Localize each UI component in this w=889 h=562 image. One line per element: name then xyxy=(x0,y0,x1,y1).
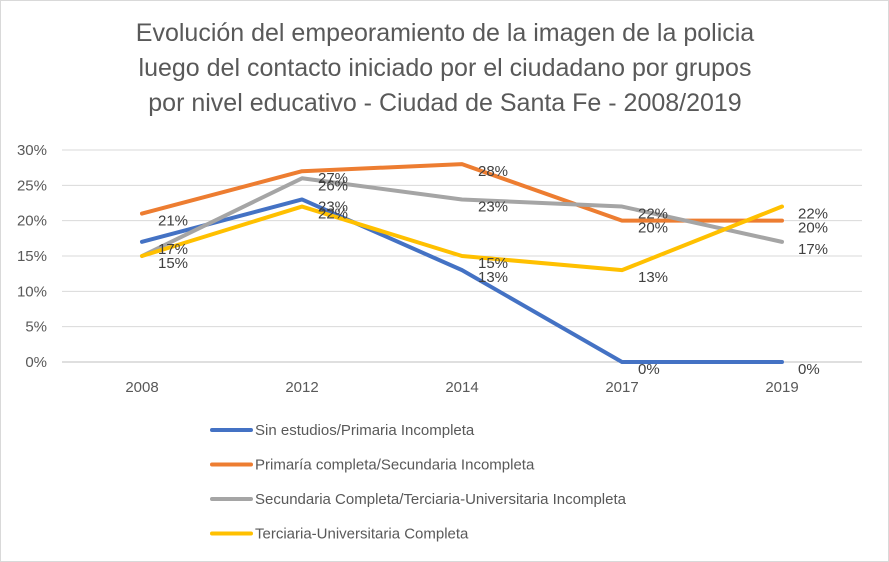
legend-label: Primaría completa/Secundaria Incompleta xyxy=(255,457,535,474)
data-label: 17% xyxy=(798,241,828,258)
data-label: 13% xyxy=(478,269,508,286)
y-tick-label: 30% xyxy=(17,142,47,159)
data-labels: 17%23%13%0% 0%21%27% 28%20% 20%26%23% 22%17%… xyxy=(158,163,828,378)
data-label: 0% xyxy=(638,361,660,378)
data-label: 23% xyxy=(478,198,508,215)
y-axis-ticks: 0% 5% 10% 15% 20% 25% 30% xyxy=(17,142,47,371)
data-label: 0% xyxy=(798,361,820,378)
data-label: 23% xyxy=(318,198,348,215)
data-label: 28% xyxy=(478,163,508,180)
series-line-2 xyxy=(140,162,784,223)
data-label: 26% xyxy=(318,177,348,194)
data-label: 15% xyxy=(478,255,508,272)
x-tick-label: 2012 xyxy=(285,379,318,396)
y-tick-label: 5% xyxy=(25,319,47,336)
legend: Sin estudios/Primaria Incompleta Primaría… xyxy=(210,422,627,543)
data-label: 15% xyxy=(158,255,188,272)
x-tick-label: 2014 xyxy=(445,379,478,396)
data-label: 22% xyxy=(798,206,828,223)
y-tick-label: 25% xyxy=(17,177,47,194)
legend-label: Terciaria-Universitaria Completa xyxy=(255,526,469,543)
series-line-3 xyxy=(140,176,784,258)
data-label: 21% xyxy=(158,213,188,230)
y-tick-label: 20% xyxy=(17,213,47,230)
legend-label: Secundaria Completa/Terciaria-Universita… xyxy=(255,491,627,508)
x-tick-label: 2019 xyxy=(765,379,798,396)
y-tick-label: 10% xyxy=(17,283,47,300)
data-label: 17% xyxy=(158,241,188,258)
data-label: 22% xyxy=(638,206,668,223)
y-tick-label: 0% xyxy=(25,354,47,371)
data-label: 27% xyxy=(318,170,348,187)
series-lines xyxy=(140,162,784,364)
x-tick-label: 2008 xyxy=(125,379,158,396)
y-tick-label: 15% xyxy=(17,248,47,265)
data-label: 20% xyxy=(798,220,828,237)
chart-title-line-3: por nivel educativo - Ciudad de Santa Fe… xyxy=(148,89,742,117)
x-tick-label: 2017 xyxy=(605,379,638,396)
data-label: 20% xyxy=(638,220,668,237)
series-line-1 xyxy=(140,197,784,364)
legend-label: Sin estudios/Primaria Incompleta xyxy=(255,422,475,439)
data-label: 13% xyxy=(638,269,668,286)
chart-title-line-2: luego del contacto iniciado por el ciuda… xyxy=(138,54,752,82)
series-line-4 xyxy=(140,204,784,273)
chart-title: Evolución del empeoramiento de la imagen… xyxy=(60,16,830,121)
data-label: 22% xyxy=(318,206,348,223)
chart-title-line-1: Evolución del empeoramiento de la imagen… xyxy=(135,19,755,47)
x-axis-ticks: 2008 2012 2014 2017 2019 xyxy=(125,379,798,396)
